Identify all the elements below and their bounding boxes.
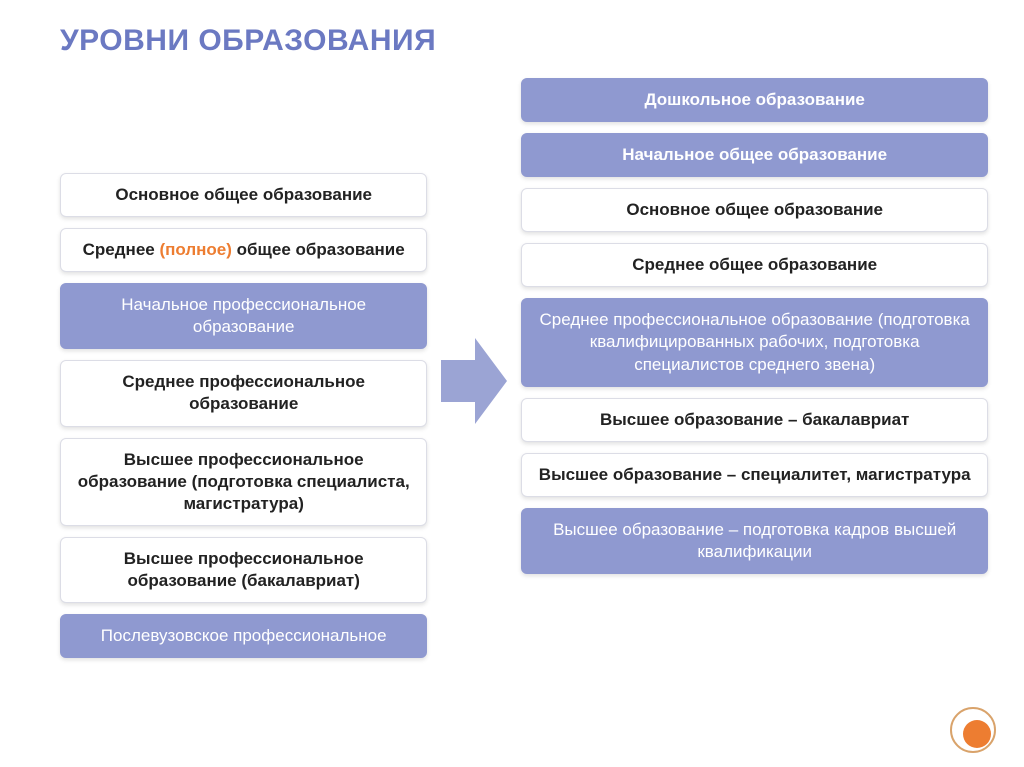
left-box-2: Начальное профессиональное образование	[60, 283, 427, 349]
arrow-right-icon	[441, 338, 507, 424]
right-box-5: Высшее образование – бакалавриат	[521, 398, 988, 442]
circle-decoration	[950, 707, 996, 753]
right-box-0: Дошкольное образование	[521, 78, 988, 122]
right-box-7: Высшее образование – подготовка кадров в…	[521, 508, 988, 574]
right-box-6: Высшее образование – специалитет, магист…	[521, 453, 988, 497]
columns-container: Основное общее образование Среднее (полн…	[60, 78, 988, 658]
left-box-6: Послевузовское профессиональное	[60, 614, 427, 658]
left-box-5: Высшее профессиональное образование (бак…	[60, 537, 427, 603]
right-box-2: Основное общее образование	[521, 188, 988, 232]
left-column: Основное общее образование Среднее (полн…	[60, 173, 427, 658]
right-box-3: Среднее общее образование	[521, 243, 988, 287]
right-box-1: Начальное общее образование	[521, 133, 988, 177]
left-box-4: Высшее профессиональное образование (под…	[60, 438, 427, 526]
right-column: Дошкольное образование Начальное общее о…	[521, 78, 988, 574]
slide: УРОВНИ ОБРАЗОВАНИЯ Основное общее образо…	[0, 0, 1024, 767]
right-box-4: Среднее профессиональное образование (по…	[521, 298, 988, 386]
page-title: УРОВНИ ОБРАЗОВАНИЯ	[60, 24, 988, 58]
left-box-1-highlight: (полное)	[159, 240, 231, 259]
left-box-0: Основное общее образование	[60, 173, 427, 217]
left-box-3: Среднее профессиональное образование	[60, 360, 427, 426]
left-box-1: Среднее (полное) общее образование	[60, 228, 427, 272]
left-box-1-post: общее образование	[232, 240, 405, 259]
left-box-1-pre: Среднее	[83, 240, 160, 259]
arrow-container	[441, 78, 507, 424]
circle-inner	[963, 720, 991, 748]
